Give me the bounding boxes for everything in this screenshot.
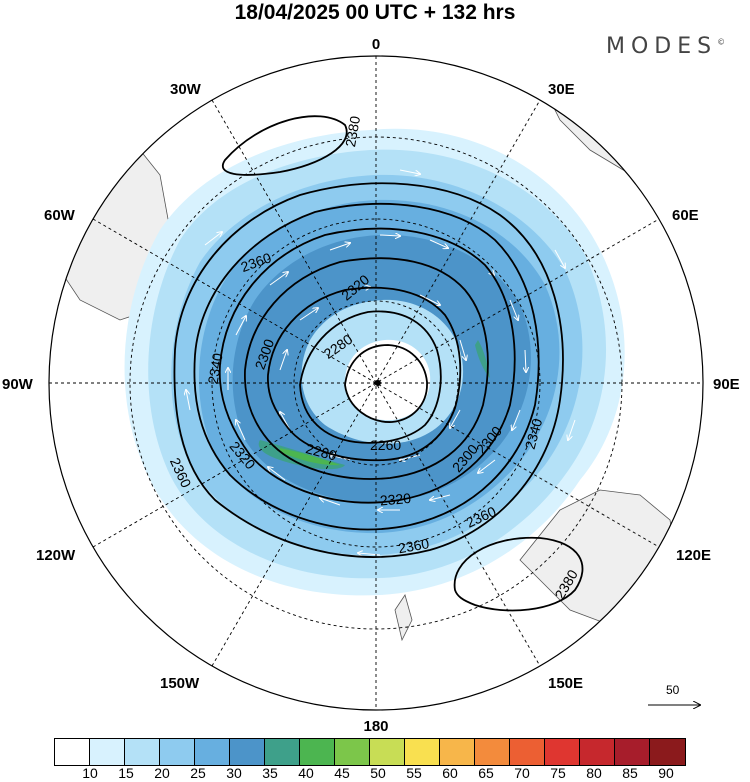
colorbar-tick-label: 15: [118, 765, 134, 781]
colorbar-tick-label: 30: [226, 765, 242, 781]
colorbar-swatch: [90, 739, 125, 765]
map-boundary: [48, 55, 704, 711]
colorbar-swatch: [55, 739, 90, 765]
colorbar-tick-label: 90: [658, 765, 674, 781]
height-contours: [173, 115, 584, 612]
colorbar-swatch: [545, 739, 580, 765]
colorbar-tick-label: 70: [514, 765, 530, 781]
lon-label-120e: 120E: [676, 547, 711, 564]
colorbar-swatch: [510, 739, 545, 765]
colorbar-swatch: [615, 739, 650, 765]
colorbar-tick-label: 80: [586, 765, 602, 781]
colorbar-tick-label: 65: [478, 765, 494, 781]
colorbar-swatch: [370, 739, 405, 765]
brand-logo: MODES©: [606, 34, 726, 59]
colorbar-swatch: [475, 739, 510, 765]
contour-label: 2380: [342, 115, 363, 149]
lon-label-30e: 30E: [548, 81, 575, 98]
reference-vector-value: 50: [666, 683, 680, 697]
colorbar-swatch: [160, 739, 195, 765]
colorbar-tick-label: 55: [406, 765, 422, 781]
pole-marker: [375, 380, 381, 386]
colorbar-swatch: [230, 739, 265, 765]
colorbar-tick-label: 60: [442, 765, 458, 781]
colorbar-tick-label: 50: [370, 765, 386, 781]
contour-label: 2340: [522, 416, 546, 450]
colorbar-tick-label: 85: [622, 765, 638, 781]
lon-label-150w: 150W: [160, 675, 200, 692]
map-title: 18/04/2025 00 UTC + 132 hrs: [234, 1, 516, 24]
colorbar-tick-label: 40: [298, 765, 314, 781]
colorbar-swatch: [650, 739, 685, 765]
lon-label-60e: 60E: [672, 207, 699, 224]
colorbar-ticks: 10 15 20 25 30 35 40 45 50 55 60 65 70 75 80 85 90: [54, 765, 704, 782]
graticule: [49, 56, 703, 710]
contour-label: 2340: [205, 352, 226, 386]
contour-label: 2360: [397, 535, 431, 556]
colorbar-tick-label: 10: [82, 765, 98, 781]
lon-label-60w: 60W: [44, 207, 76, 224]
lon-label-0: 0: [372, 36, 380, 53]
colorbar-swatch: [300, 739, 335, 765]
colorbar: [54, 738, 686, 766]
colorbar-swatch: [405, 739, 440, 765]
colorbar-swatch: [335, 739, 370, 765]
colorbar-tick-label: 45: [334, 765, 350, 781]
colorbar-tick-label: 25: [190, 765, 206, 781]
colorbar-tick-label: 35: [262, 765, 278, 781]
new-zealand-landmass: [394, 594, 413, 642]
lon-label-90e: 90E: [713, 376, 740, 393]
lon-label-120w: 120W: [36, 547, 76, 564]
map-body: [49, 56, 703, 710]
lon-label-30w: 30W: [170, 81, 202, 98]
contour-label: 2260: [370, 437, 401, 453]
wind-speed-shading: [124, 128, 625, 596]
colorbar-swatch: [580, 739, 615, 765]
contour-label: 2280: [304, 440, 338, 464]
colorbar-swatch: [125, 739, 160, 765]
colorbar-swatch: [440, 739, 475, 765]
lon-label-90w: 90W: [2, 376, 34, 393]
lon-label-150e: 150E: [548, 675, 583, 692]
colorbar-tick-label: 75: [550, 765, 566, 781]
colorbar-tick-label: 20: [154, 765, 170, 781]
colorbar-swatch: [265, 739, 300, 765]
lon-label-180: 180: [363, 718, 388, 735]
contour-label: 2320: [379, 490, 412, 509]
colorbar-swatch: [195, 739, 230, 765]
